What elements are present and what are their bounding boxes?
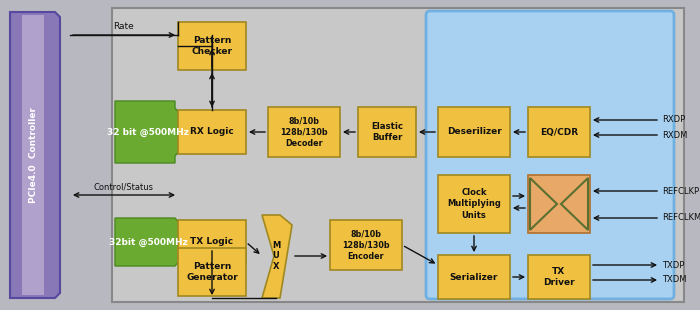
FancyBboxPatch shape bbox=[528, 175, 590, 233]
Text: Rate: Rate bbox=[113, 22, 134, 31]
Polygon shape bbox=[262, 215, 292, 298]
Text: Pattern
Checker: Pattern Checker bbox=[192, 36, 232, 56]
FancyBboxPatch shape bbox=[528, 107, 590, 157]
FancyBboxPatch shape bbox=[268, 107, 340, 157]
Text: PCIe4.0  Controller: PCIe4.0 Controller bbox=[29, 107, 38, 203]
Text: RX Logic: RX Logic bbox=[190, 127, 234, 136]
Text: TX
Driver: TX Driver bbox=[543, 267, 575, 287]
FancyBboxPatch shape bbox=[178, 22, 246, 70]
Text: Pattern
Generator: Pattern Generator bbox=[186, 262, 238, 282]
Text: Control/Status: Control/Status bbox=[94, 182, 154, 191]
Text: Elastic
Buffer: Elastic Buffer bbox=[371, 122, 403, 142]
Text: 32bit @500MHz: 32bit @500MHz bbox=[108, 237, 188, 246]
Text: RXDP: RXDP bbox=[662, 116, 685, 125]
Text: 32 bit @500MHz: 32 bit @500MHz bbox=[107, 127, 189, 137]
Polygon shape bbox=[115, 101, 195, 163]
Text: TX Logic: TX Logic bbox=[190, 237, 234, 246]
FancyBboxPatch shape bbox=[112, 8, 684, 302]
Polygon shape bbox=[115, 218, 195, 266]
FancyBboxPatch shape bbox=[438, 107, 510, 157]
FancyBboxPatch shape bbox=[426, 11, 674, 299]
Text: TXDM: TXDM bbox=[662, 276, 687, 285]
Text: M
U
X: M U X bbox=[272, 241, 280, 271]
Text: RXDM: RXDM bbox=[662, 131, 687, 140]
FancyBboxPatch shape bbox=[178, 110, 246, 154]
Text: 8b/10b
128b/130b
Decoder: 8b/10b 128b/130b Decoder bbox=[280, 116, 328, 148]
Text: TXDP: TXDP bbox=[662, 260, 685, 269]
FancyBboxPatch shape bbox=[438, 175, 510, 233]
FancyBboxPatch shape bbox=[358, 107, 416, 157]
FancyBboxPatch shape bbox=[178, 220, 246, 264]
Text: Deserilizer: Deserilizer bbox=[447, 127, 501, 136]
Text: REFCLKP: REFCLKP bbox=[662, 187, 699, 196]
Text: 8b/10b
128b/130b
Encoder: 8b/10b 128b/130b Encoder bbox=[342, 229, 390, 261]
Text: EQ/CDR: EQ/CDR bbox=[540, 127, 578, 136]
Text: Serializer: Serializer bbox=[450, 272, 498, 281]
Text: REFCLKM: REFCLKM bbox=[662, 214, 700, 223]
FancyBboxPatch shape bbox=[438, 255, 510, 299]
FancyBboxPatch shape bbox=[22, 15, 44, 295]
FancyBboxPatch shape bbox=[330, 220, 402, 270]
Text: Clock
Multiplying
Units: Clock Multiplying Units bbox=[447, 188, 501, 219]
FancyBboxPatch shape bbox=[178, 248, 246, 296]
Polygon shape bbox=[10, 12, 60, 298]
FancyBboxPatch shape bbox=[528, 255, 590, 299]
